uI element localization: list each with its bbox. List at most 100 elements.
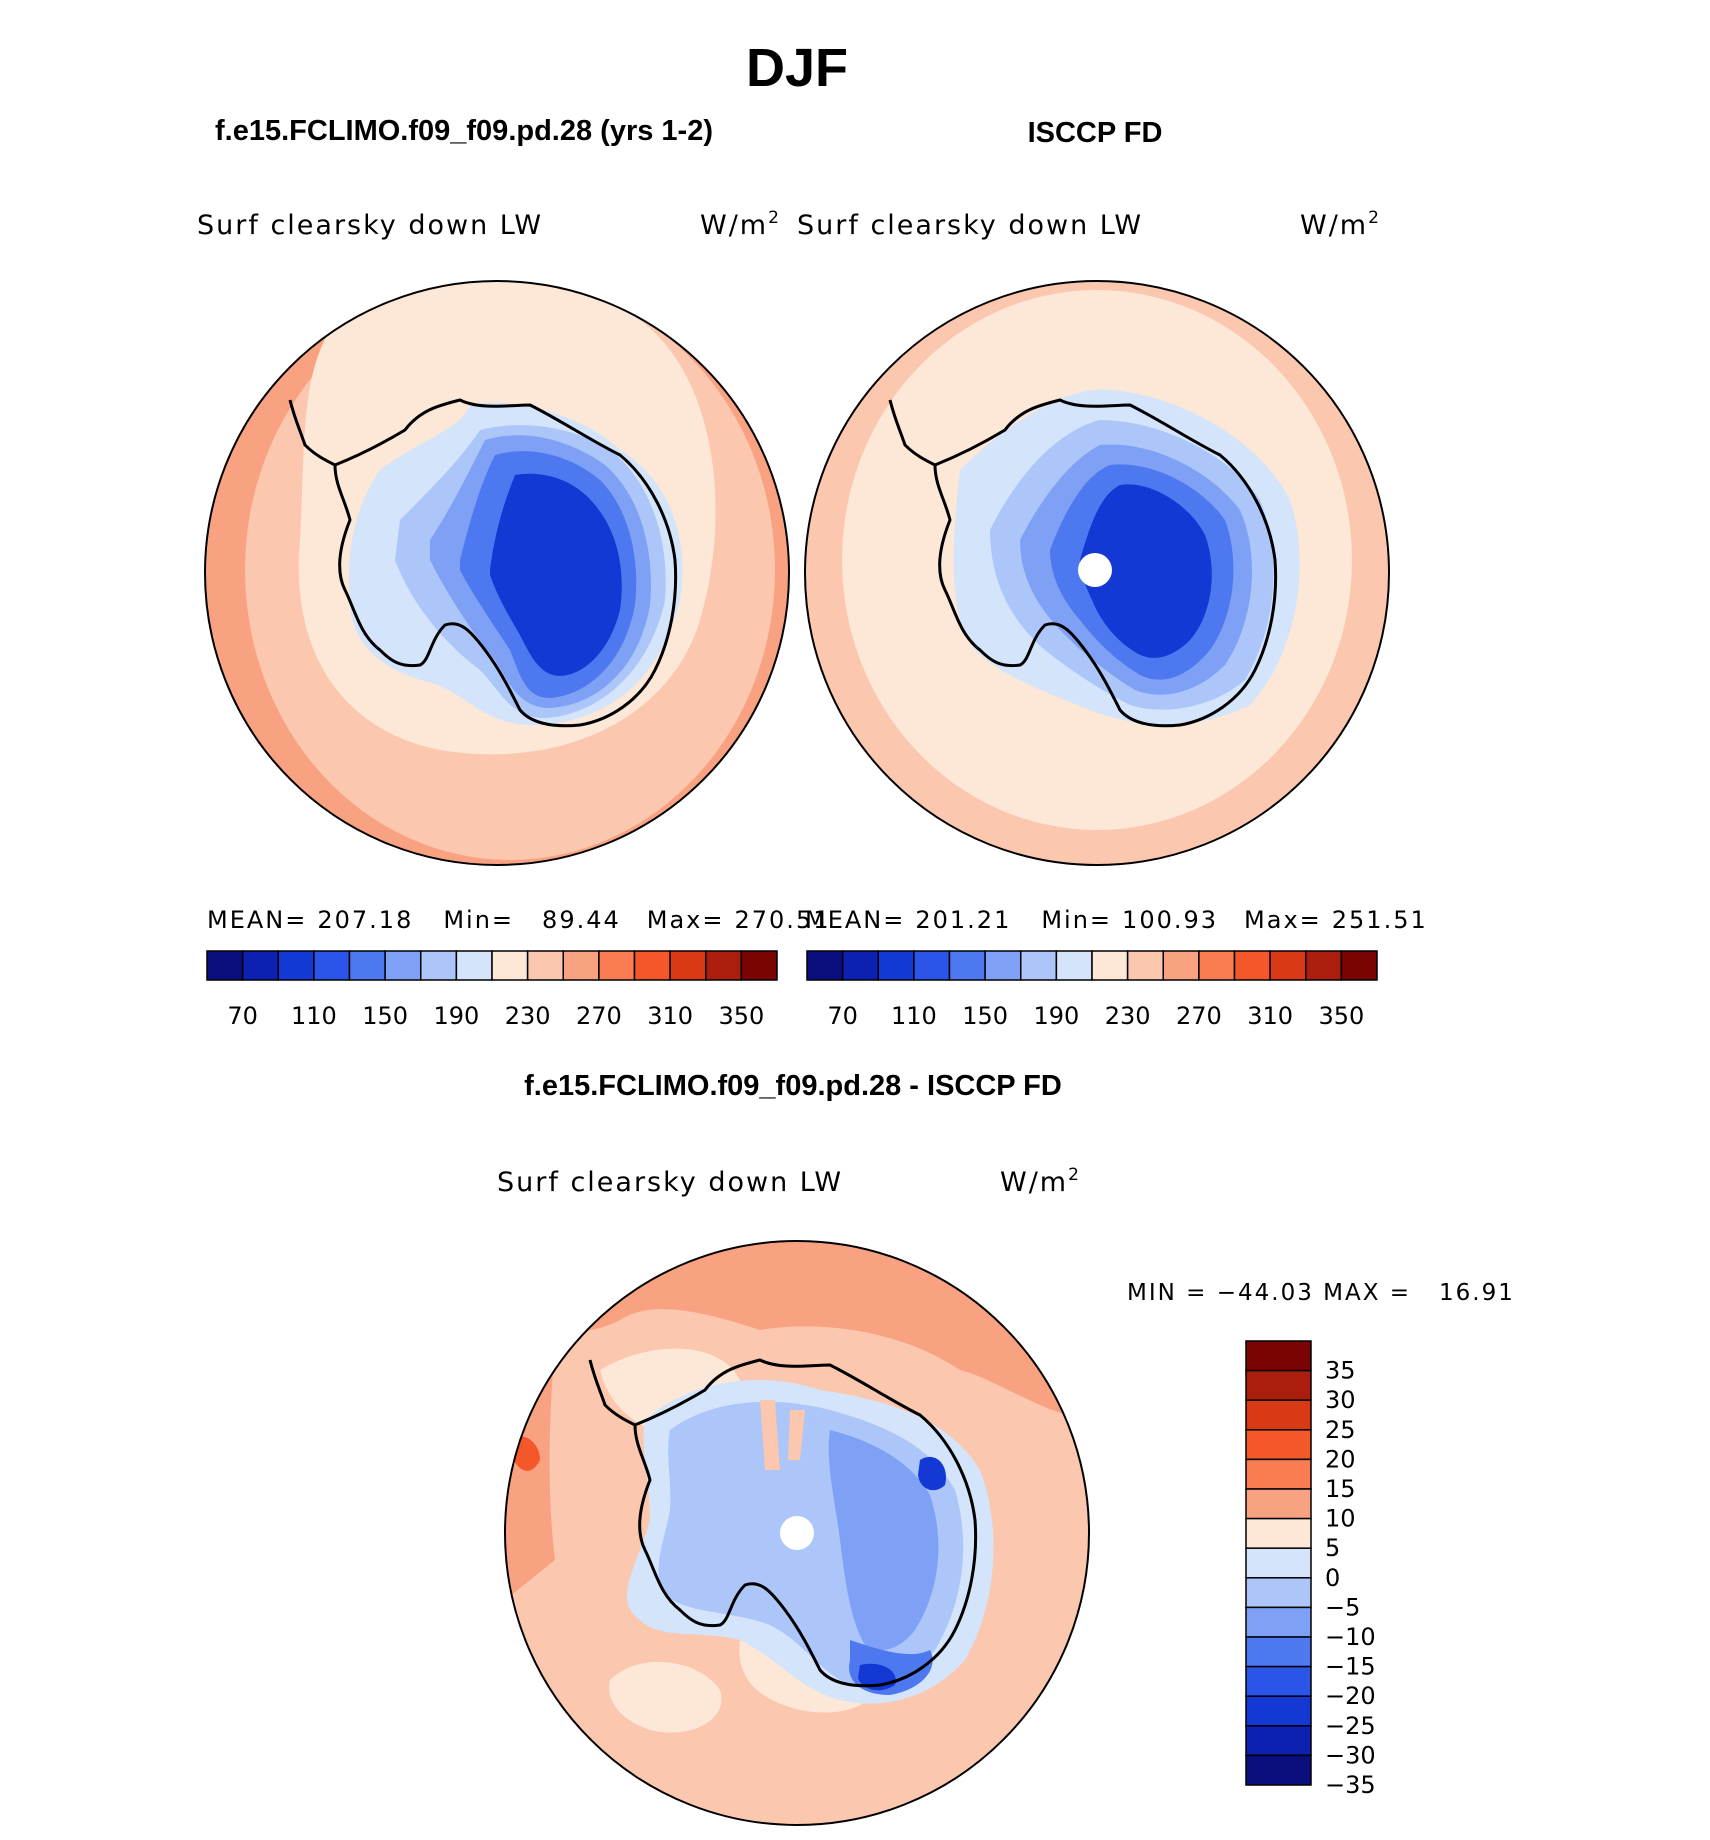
model-ice-plateau bbox=[490, 473, 622, 676]
model-colorbar-swatch bbox=[562, 950, 600, 981]
obs-colorbar-tick-label: 150 bbox=[962, 1002, 1008, 1030]
diff-colorbar-swatch bbox=[1245, 1636, 1312, 1668]
diff-case-title: f.e15.FCLIMO.f09_f09.pd.28 - ISCCP FD bbox=[524, 1070, 1062, 1102]
model-colorbar-tick-label: 70 bbox=[227, 1002, 258, 1030]
model-map-border bbox=[204, 280, 790, 866]
diff-colorbar-swatch bbox=[1245, 1725, 1312, 1757]
obs-units-exponent: 2 bbox=[1368, 208, 1381, 228]
model-colorbar-swatch bbox=[669, 950, 707, 981]
model-colorbar-swatch bbox=[526, 950, 564, 981]
model-colorbar-tick-label: 190 bbox=[433, 1002, 479, 1030]
diff-colorbar-tick-label: 10 bbox=[1325, 1505, 1356, 1533]
model-coastline bbox=[333, 398, 678, 728]
diff-colorbar-tick-label: −5 bbox=[1325, 1593, 1360, 1621]
model-colorbar-swatch bbox=[420, 950, 458, 981]
diff-colorbar-tick-label: 25 bbox=[1325, 1416, 1356, 1444]
obs-colorbar-swatch bbox=[1269, 950, 1307, 981]
obs-colorbar-tick-label: 110 bbox=[891, 1002, 937, 1030]
model-stats: MEAN= 207.18 Min= 89.44 Max= 270.51 bbox=[207, 906, 830, 934]
model-colorbar-tick-label: 270 bbox=[576, 1002, 622, 1030]
model-colorbar-swatch bbox=[277, 950, 315, 981]
diff-colorbar-tick-label: 15 bbox=[1325, 1475, 1356, 1503]
model-colorbar-tick-label: 110 bbox=[291, 1002, 337, 1030]
diff-colorbar-swatch bbox=[1245, 1340, 1312, 1372]
obs-colorbar-swatch bbox=[877, 950, 915, 981]
obs-variable-label: Surf clearsky down LW bbox=[797, 210, 1143, 241]
diff-colorbar-swatch bbox=[1245, 1488, 1312, 1520]
diff-missing-data-dot bbox=[780, 1516, 814, 1550]
obs-colorbar-swatch bbox=[913, 950, 951, 981]
obs-colorbar-swatch bbox=[1055, 950, 1093, 981]
diff-colorbar-swatch bbox=[1245, 1695, 1312, 1727]
diff-colorbar-swatch bbox=[1245, 1399, 1312, 1431]
diff-units-label: W/m2 bbox=[1000, 1165, 1081, 1198]
diff-polar-map bbox=[505, 1241, 1089, 1825]
model-peninsula bbox=[288, 399, 336, 467]
obs-colorbar-swatch bbox=[841, 950, 879, 981]
obs-map-border bbox=[804, 280, 1390, 866]
diff-colorbar-tick-label: −10 bbox=[1325, 1623, 1376, 1651]
model-case-title: f.e15.FCLIMO.f09_f09.pd.28 (yrs 1-2) bbox=[215, 115, 713, 147]
obs-colorbar-swatch bbox=[1305, 950, 1343, 981]
diff-colorbar-swatch bbox=[1245, 1606, 1312, 1638]
diff-colorbar-tick-label: 35 bbox=[1325, 1357, 1356, 1385]
obs-colorbar-tick-label: 270 bbox=[1176, 1002, 1222, 1030]
model-colorbar-tick-label: 230 bbox=[505, 1002, 551, 1030]
model-colorbar-tick-label: 350 bbox=[718, 1002, 764, 1030]
model-colorbar-tick-label: 150 bbox=[362, 1002, 408, 1030]
diff-colorbar-tick-label: −15 bbox=[1325, 1653, 1376, 1681]
obs-missing-data-dot bbox=[1078, 553, 1112, 587]
model-variable-label: Surf clearsky down LW bbox=[197, 210, 543, 241]
obs-ice-plateau bbox=[1080, 484, 1212, 658]
model-colorbar-tick-label: 310 bbox=[647, 1002, 693, 1030]
diff-warm-streak-1 bbox=[760, 1400, 780, 1470]
diff-colorbar-tick-label: 20 bbox=[1325, 1445, 1356, 1473]
diff-colorbar-tick-label: −30 bbox=[1325, 1741, 1376, 1769]
obs-colorbar-tick-label: 70 bbox=[827, 1002, 858, 1030]
obs-colorbar-swatch bbox=[984, 950, 1022, 981]
obs-colorbar-swatch bbox=[1091, 950, 1129, 981]
diff-colorbar-swatch bbox=[1245, 1517, 1312, 1549]
obs-colorbar-swatch bbox=[1198, 950, 1236, 981]
obs-colorbar-swatch bbox=[1340, 950, 1378, 981]
diff-colorbar-swatch bbox=[1245, 1429, 1312, 1461]
obs-colorbar-tick-label: 190 bbox=[1033, 1002, 1079, 1030]
obs-units-label: W/m2 bbox=[1300, 208, 1381, 241]
model-colorbar-swatch bbox=[598, 950, 636, 981]
model-colorbar-swatch bbox=[313, 950, 351, 981]
model-colorbar-swatch bbox=[491, 950, 529, 981]
diff-colorbar-tick-label: 30 bbox=[1325, 1386, 1356, 1414]
obs-colorbar-swatch bbox=[1233, 950, 1271, 981]
model-polar-map bbox=[205, 281, 789, 865]
diff-colorbar-swatch bbox=[1245, 1577, 1312, 1609]
diff-coastline bbox=[633, 1358, 978, 1688]
diff-colorbar-swatch bbox=[1245, 1547, 1312, 1579]
diff-colorbar-tick-label: 5 bbox=[1325, 1534, 1340, 1562]
obs-colorbar-swatch bbox=[948, 950, 986, 981]
diff-peninsula bbox=[588, 1359, 636, 1427]
model-colorbar-swatch bbox=[705, 950, 743, 981]
diff-warm-streak-2 bbox=[788, 1410, 805, 1460]
obs-colorbar: 70 110 150 190 230 270 310 350 bbox=[806, 950, 1378, 1030]
obs-case-title: ISCCP FD bbox=[1028, 117, 1163, 149]
diff-colorbar-tick-label: −35 bbox=[1325, 1771, 1376, 1799]
diff-colorbar-tick-label: 0 bbox=[1325, 1564, 1340, 1592]
diff-colorbar-swatch bbox=[1245, 1754, 1312, 1786]
diff-colorbar-swatch bbox=[1245, 1665, 1312, 1697]
model-colorbar-swatch bbox=[455, 950, 493, 981]
model-colorbar-swatch bbox=[384, 950, 422, 981]
model-colorbar-swatch bbox=[206, 950, 244, 981]
obs-colorbar-swatch bbox=[1126, 950, 1164, 981]
diff-ice-anomaly-east bbox=[918, 1456, 946, 1491]
diff-ice-shelf-2 bbox=[828, 1430, 939, 1650]
obs-colorbar-swatch bbox=[806, 950, 844, 981]
obs-colorbar-swatch bbox=[1162, 950, 1200, 981]
obs-peninsula bbox=[888, 399, 936, 467]
obs-coastline bbox=[933, 398, 1278, 728]
obs-colorbar-tick-label: 350 bbox=[1318, 1002, 1364, 1030]
diff-units-exponent: 2 bbox=[1068, 1165, 1081, 1185]
model-units-exponent: 2 bbox=[768, 208, 781, 228]
diff-variable-label: Surf clearsky down LW bbox=[497, 1167, 843, 1198]
